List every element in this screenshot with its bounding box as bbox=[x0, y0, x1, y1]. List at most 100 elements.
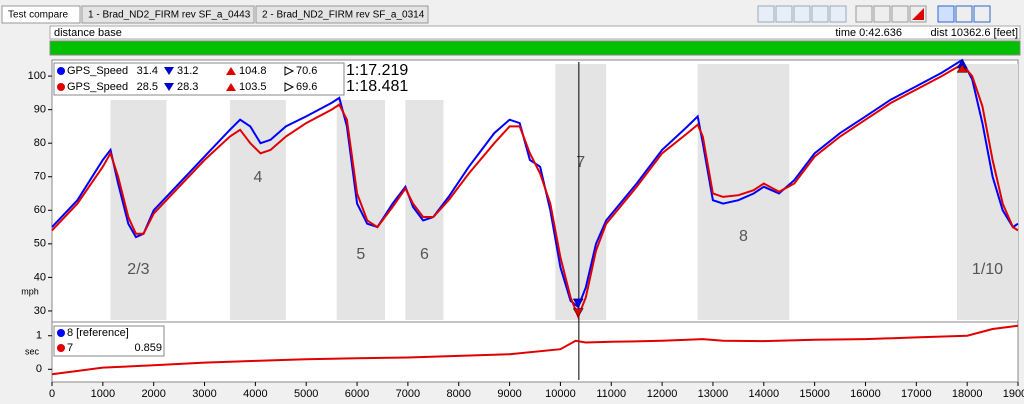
cursor-dist: dist 10362.6 [feet] bbox=[931, 27, 1018, 39]
tool-layout2[interactable] bbox=[955, 5, 973, 23]
legend-name: 7 bbox=[67, 342, 73, 354]
y-axis-label: mph bbox=[21, 286, 39, 296]
y-tick-label: 90 bbox=[34, 104, 46, 116]
corner-label: 7 bbox=[576, 154, 585, 171]
avg-icon bbox=[284, 82, 295, 92]
corner-band bbox=[956, 64, 1018, 320]
tool-layout1[interactable] bbox=[937, 5, 955, 23]
lap-time: 1:17.219 bbox=[346, 62, 408, 79]
tool-zoom-out[interactable] bbox=[829, 5, 847, 23]
series-line bbox=[51, 63, 1019, 320]
x-tick-label: 1000 bbox=[91, 388, 115, 400]
legend-name: GPS_Speed bbox=[67, 81, 128, 93]
min-marker bbox=[572, 308, 584, 318]
y-tick-label: 30 bbox=[34, 305, 46, 317]
min-icon bbox=[164, 67, 174, 75]
legend-cursor: 0.859 bbox=[134, 342, 162, 354]
x-tick-label: 17000 bbox=[901, 388, 932, 400]
x-tick-label: 9000 bbox=[497, 388, 521, 400]
legend-dot bbox=[57, 83, 65, 91]
y-axis-label: sec bbox=[25, 346, 40, 356]
y-tick-label: 40 bbox=[34, 271, 46, 283]
x-tick-label: 18000 bbox=[952, 388, 983, 400]
x-tick-label: 3000 bbox=[192, 388, 216, 400]
legend-name: 8 [reference] bbox=[67, 327, 129, 339]
lap-time: 1:18.481 bbox=[346, 78, 408, 95]
legend-dot bbox=[57, 344, 65, 352]
tool-zoom-in[interactable] bbox=[757, 5, 775, 23]
legend-min: 31.2 bbox=[177, 65, 198, 77]
progress-bar bbox=[49, 40, 1021, 56]
tab[interactable] bbox=[1, 5, 81, 24]
tool-pan2[interactable] bbox=[811, 5, 829, 23]
tool-clock[interactable] bbox=[855, 5, 873, 23]
y-tick-label: 70 bbox=[34, 171, 46, 183]
y-tick-label: 50 bbox=[34, 238, 46, 250]
x-tick-label: 14000 bbox=[748, 388, 779, 400]
x-tick-label: 6000 bbox=[345, 388, 369, 400]
tab[interactable] bbox=[81, 5, 255, 24]
corner-label: 5 bbox=[356, 246, 365, 263]
x-tick-label: 8000 bbox=[446, 388, 470, 400]
max-marker bbox=[956, 63, 968, 73]
max-icon bbox=[226, 83, 236, 91]
cursor-time: time 0:42.636 bbox=[835, 27, 902, 39]
avg-icon bbox=[284, 66, 295, 76]
tool-flag-icon bbox=[912, 8, 924, 20]
x-tick-label: 2000 bbox=[141, 388, 165, 400]
tool-layout3[interactable] bbox=[973, 5, 991, 23]
legend-box bbox=[53, 325, 165, 357]
tab[interactable] bbox=[255, 5, 429, 24]
corner-label: 4 bbox=[253, 169, 262, 186]
series-line bbox=[51, 324, 1019, 376]
header-strip bbox=[49, 25, 1021, 40]
legend-box bbox=[53, 62, 345, 96]
max-icon bbox=[226, 67, 236, 75]
tab-label: 2 - Brad_ND2_FIRM rev SF_a_0314 bbox=[262, 10, 425, 21]
legend-dot bbox=[57, 67, 65, 75]
corner-label: 8 bbox=[739, 228, 748, 245]
corner-label: 6 bbox=[420, 246, 429, 263]
x-tick-label: 19000 bbox=[1003, 388, 1024, 400]
x-tick-label: 16000 bbox=[850, 388, 881, 400]
toolbar bbox=[757, 5, 991, 23]
legend-avg: 70.6 bbox=[296, 65, 317, 77]
legend-avg: 69.6 bbox=[296, 81, 317, 93]
legend-cursor: 31.4 bbox=[137, 65, 158, 77]
x-tick-label: 10000 bbox=[545, 388, 576, 400]
corner-label: 1/10 bbox=[972, 261, 1003, 278]
x-tick-label: 5000 bbox=[294, 388, 318, 400]
legend-max: 104.8 bbox=[239, 65, 267, 77]
tab-label: Test compare bbox=[8, 10, 68, 21]
x-tick-label: 4000 bbox=[243, 388, 267, 400]
legend-min: 28.3 bbox=[177, 81, 198, 93]
tool-pan[interactable] bbox=[793, 5, 811, 23]
tool-table[interactable] bbox=[873, 5, 891, 23]
y-tick-label: 60 bbox=[34, 204, 46, 216]
corner-band bbox=[229, 100, 286, 320]
y-tick-label: 100 bbox=[28, 70, 46, 82]
min-icon bbox=[164, 83, 174, 91]
tool-track[interactable] bbox=[891, 5, 909, 23]
legend-max: 103.5 bbox=[239, 81, 267, 93]
y-tick-label: 0 bbox=[36, 363, 42, 375]
x-tick-label: 13000 bbox=[698, 388, 729, 400]
x-tick-label: 15000 bbox=[799, 388, 830, 400]
plot-bg bbox=[51, 59, 1019, 383]
x-tick-label: 0 bbox=[49, 388, 55, 400]
min-marker bbox=[572, 298, 584, 308]
tab-bar: Test compare 1 - Brad_ND2_FIRM rev SF_a_0… bbox=[1, 5, 429, 24]
corner-band bbox=[555, 64, 607, 320]
corner-label: 2/3 bbox=[127, 261, 149, 278]
y-tick-label: 1 bbox=[36, 330, 42, 342]
tool-zoom[interactable] bbox=[775, 5, 793, 23]
x-tick-label: 12000 bbox=[647, 388, 678, 400]
tab-label: 1 - Brad_ND2_FIRM rev SF_a_0443 bbox=[88, 10, 251, 21]
y-tick-label: 80 bbox=[34, 137, 46, 149]
legend-cursor: 28.5 bbox=[137, 81, 158, 93]
legend-dot bbox=[57, 329, 65, 337]
x-tick-label: 7000 bbox=[396, 388, 420, 400]
legend-name: GPS_Speed bbox=[67, 65, 128, 77]
